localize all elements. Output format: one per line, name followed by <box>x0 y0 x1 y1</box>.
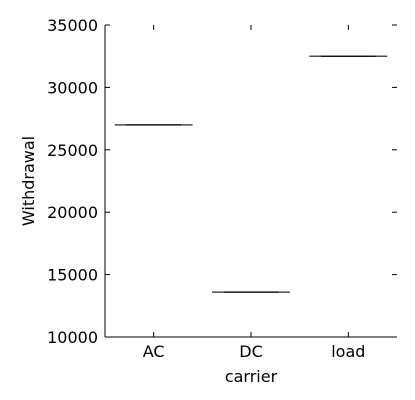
x-ticks: AC DC load <box>143 25 365 361</box>
y-tick-label: 15000 <box>47 266 98 285</box>
x-axis-label: carrier <box>225 367 278 386</box>
y-tick-label: 25000 <box>47 141 98 160</box>
axes <box>104 25 397 338</box>
x-tick-label: load <box>331 342 365 361</box>
y-tick-label: 30000 <box>47 78 98 97</box>
y-tick-label: 10000 <box>47 328 98 347</box>
boxes <box>114 55 388 293</box>
y-ticks: 10000 15000 20000 25000 30000 35000 <box>47 16 397 347</box>
y-tick-label: 20000 <box>47 203 98 222</box>
y-axis-label: Withdrawal <box>19 136 38 226</box>
x-tick-label: DC <box>239 342 263 361</box>
y-tick-label: 35000 <box>47 16 98 35</box>
x-tick-label: AC <box>143 342 165 361</box>
